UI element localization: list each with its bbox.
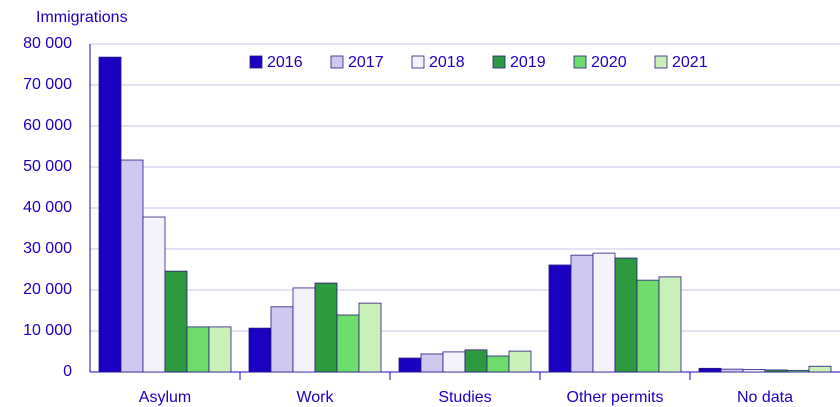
bar [570, 254, 594, 373]
bar [614, 257, 638, 373]
bar [720, 368, 744, 373]
bar [808, 365, 832, 373]
bar [508, 350, 532, 373]
bar [486, 355, 510, 373]
y-tick-label: 80 000 [23, 35, 72, 52]
bar [314, 282, 338, 373]
legend-swatch [573, 55, 587, 69]
bar [420, 353, 444, 373]
bar [464, 349, 488, 373]
x-tick-label: Work [296, 389, 334, 406]
bar [442, 351, 466, 373]
legend-label: 2020 [591, 54, 627, 71]
bar [786, 369, 810, 373]
y-tick-label: 0 [63, 363, 72, 380]
bar [120, 159, 144, 373]
bar [186, 326, 210, 373]
bar [698, 367, 722, 373]
legend-swatch [330, 55, 344, 69]
bar [336, 314, 360, 373]
bar [764, 369, 788, 373]
y-tick-label: 50 000 [23, 158, 72, 175]
bar [636, 279, 660, 373]
x-tick-label: Other permits [567, 389, 664, 406]
bar [658, 276, 682, 373]
y-tick-label: 60 000 [23, 117, 72, 134]
legend-swatch [492, 55, 506, 69]
bar [548, 264, 572, 373]
bar [248, 327, 272, 373]
x-tick-label: Studies [438, 389, 491, 406]
bar [208, 326, 232, 373]
bar [164, 270, 188, 373]
y-tick-label: 20 000 [23, 281, 72, 298]
bar [742, 369, 766, 373]
legend-label: 2019 [510, 54, 546, 71]
bar [592, 252, 616, 373]
legend-swatch [654, 55, 668, 69]
bar [358, 302, 382, 373]
y-tick-label: 30 000 [23, 240, 72, 257]
legend-swatch [249, 55, 263, 69]
y-axis-label: Immigrations [36, 9, 128, 26]
legend-label: 2021 [672, 54, 708, 71]
legend-label: 2016 [267, 54, 303, 71]
bar [292, 287, 316, 373]
bar [98, 56, 122, 373]
y-tick-label: 10 000 [23, 322, 72, 339]
y-tick-label: 70 000 [23, 76, 72, 93]
bar [398, 357, 422, 373]
x-tick-label: No data [737, 389, 793, 406]
legend-label: 2017 [348, 54, 384, 71]
legend-label: 2018 [429, 54, 465, 71]
bar [142, 216, 166, 373]
x-tick-label: Asylum [139, 389, 191, 406]
y-tick-label: 40 000 [23, 199, 72, 216]
bar [270, 306, 294, 373]
legend-swatch [411, 55, 425, 69]
